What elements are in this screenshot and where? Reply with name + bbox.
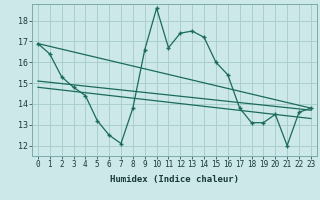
X-axis label: Humidex (Indice chaleur): Humidex (Indice chaleur) [110,175,239,184]
